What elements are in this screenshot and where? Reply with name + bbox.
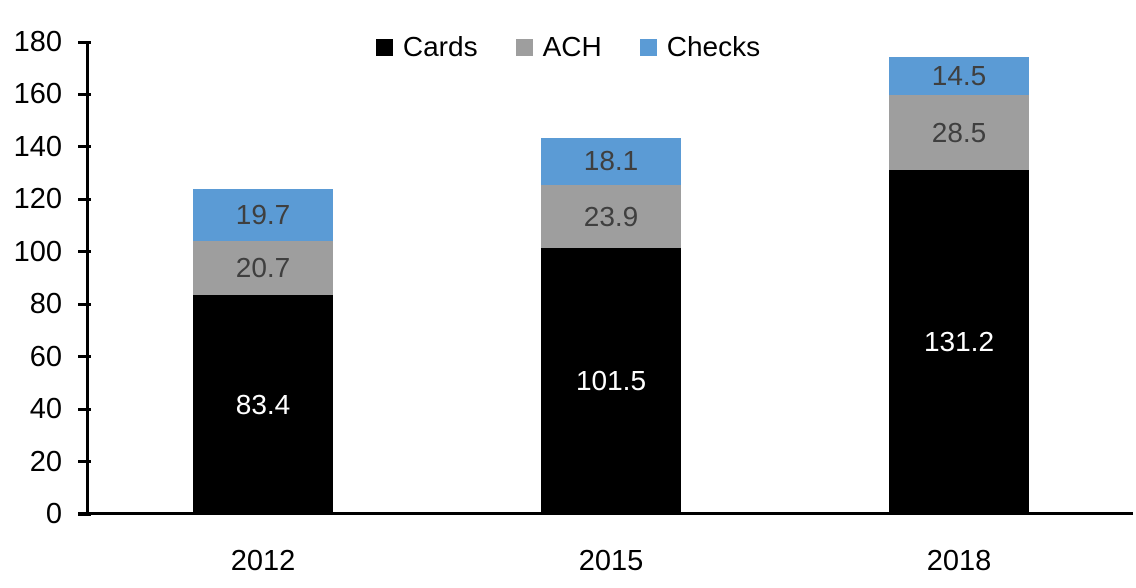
y-axis-tick-mark [78,41,91,44]
y-axis-tick-label: 180 [13,26,62,58]
legend-item-ach: ACH [515,30,602,64]
legend-label-cards: Cards [402,31,478,62]
bar-segment-cards-2015: 101.5 [541,247,681,514]
y-axis-tick-mark [78,250,91,253]
bar-segment-checks-2012: 19.7 [193,189,333,242]
y-axis-tick-label: 160 [13,78,62,111]
legend-label-ach: ACH [542,31,602,62]
y-axis-tick-label: 120 [13,183,62,216]
y-axis-tick-label: 140 [13,130,62,163]
y-axis-tick-label: 100 [13,235,62,268]
y-axis-tick-label: 0 [45,498,62,530]
bar-value-label: 23.9 [583,200,639,232]
y-axis-tick-mark [78,355,91,358]
y-axis-tick-label: 40 [29,393,62,426]
legend-item-cards: Cards [375,30,478,64]
y-axis-tick-mark [78,145,91,148]
legend-item-checks: Checks [639,30,761,64]
bar-segment-checks-2015: 18.1 [541,137,681,186]
bar-value-label: 14.5 [931,60,987,92]
legend-label-checks: Checks [666,31,761,62]
bar-value-label: 101.5 [575,364,647,396]
bar-value-label: 83.4 [235,388,291,420]
legend-swatch-icon-checks [639,38,657,56]
bar-segment-ach-2012: 20.7 [193,241,333,296]
y-axis-tick-mark [78,198,91,201]
chart-legend: Cards ACH Checks [0,30,1136,64]
y-axis-tick-label: 60 [29,340,62,373]
y-axis-tick-mark [78,93,91,96]
bar-value-label: 28.5 [931,116,987,148]
y-axis-line [86,42,89,516]
bar-segment-ach-2015: 23.9 [541,185,681,248]
y-axis-tick-label: 20 [29,445,62,478]
bar-segment-cards-2018: 131.2 [889,169,1029,514]
bar-value-label: 19.7 [235,199,291,231]
bar-segment-ach-2018: 28.5 [889,95,1029,170]
bar-value-label: 131.2 [923,325,995,357]
x-axis-label-2012: 2012 [230,545,296,577]
bar-value-label: 18.1 [583,145,639,177]
legend-swatch-icon-ach [515,38,533,56]
x-axis-label-2015: 2015 [578,545,644,577]
bar-segment-cards-2012: 83.4 [193,295,333,514]
x-axis-label-2018: 2018 [926,545,992,577]
y-axis-tick-label: 80 [29,288,62,321]
y-axis-tick-mark [78,303,91,306]
bar-value-label: 20.7 [235,252,291,284]
legend-swatch-icon-cards [375,38,393,56]
y-axis-tick-mark [78,460,91,463]
bar-segment-checks-2018: 14.5 [889,57,1029,96]
y-axis-tick-mark [78,408,91,411]
